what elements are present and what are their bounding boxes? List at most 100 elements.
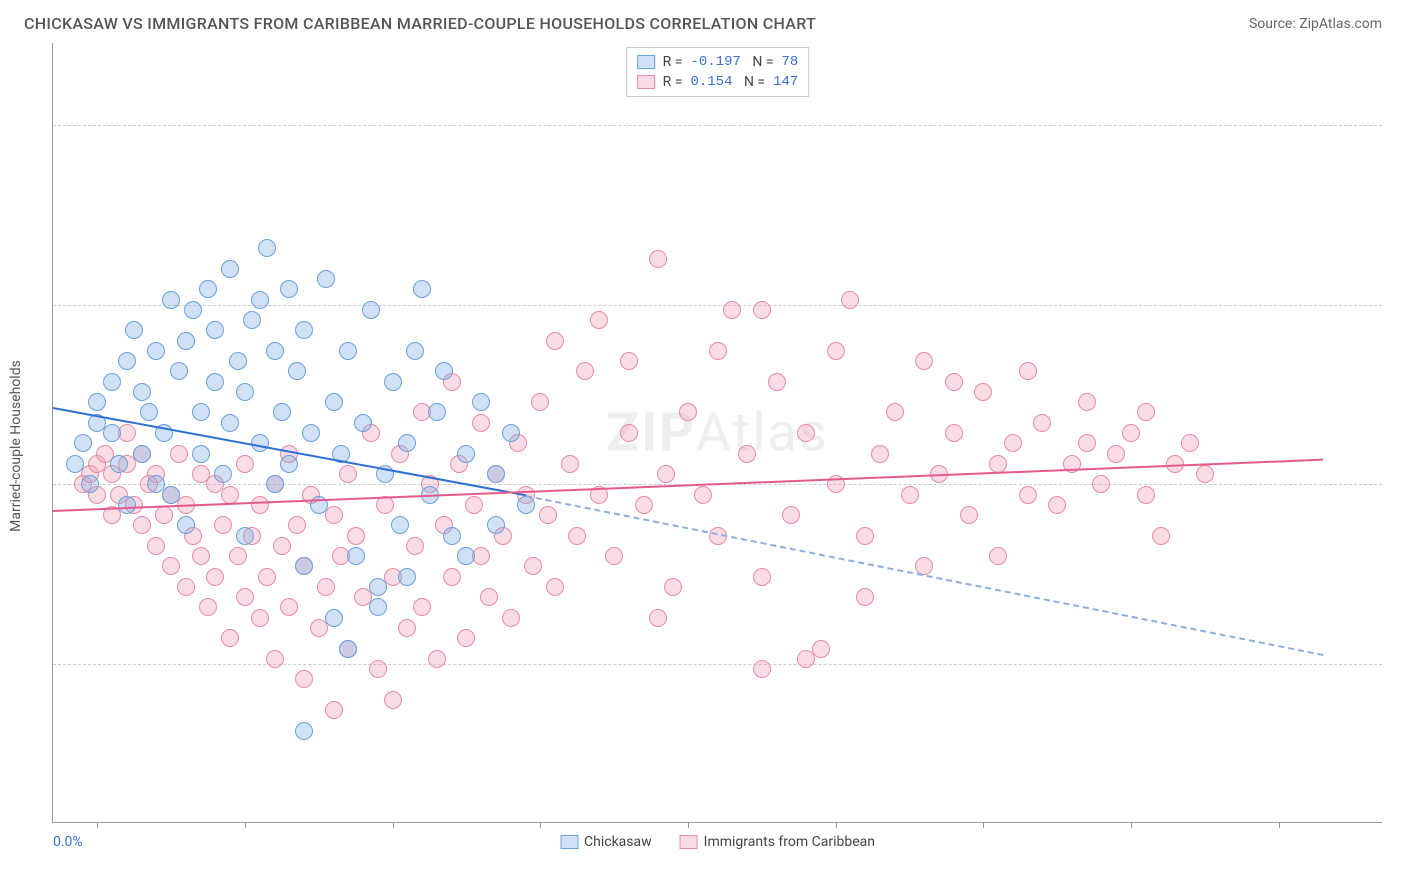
- scatter-point-b: [797, 424, 815, 442]
- scatter-point-b: [886, 403, 904, 421]
- scatter-point-a: [170, 362, 188, 380]
- scatter-point-a: [487, 516, 505, 534]
- scatter-point-b: [901, 486, 919, 504]
- scatter-point-a: [110, 455, 128, 473]
- scatter-plot: ZIPAtlas R = -0.197 N = 78 R = 0.154 N =…: [52, 43, 1382, 823]
- scatter-point-b: [457, 629, 475, 647]
- scatter-point-b: [753, 301, 771, 319]
- scatter-point-b: [709, 342, 727, 360]
- stat-r-a: -0.197: [690, 54, 740, 70]
- scatter-point-b: [236, 455, 254, 473]
- scatter-point-a: [428, 403, 446, 421]
- y-tick-label: 27.5%: [1388, 656, 1406, 672]
- scatter-point-b: [1137, 403, 1155, 421]
- scatter-point-a: [192, 403, 210, 421]
- x-axis-max: 80.0%: [1388, 834, 1406, 850]
- bottom-legend: Chickasaw Immigrants from Caribbean: [560, 834, 875, 850]
- scatter-point-b: [325, 701, 343, 719]
- scatter-point-b: [1196, 465, 1214, 483]
- scatter-point-a: [457, 547, 475, 565]
- scatter-point-b: [723, 301, 741, 319]
- x-axis-min: 0.0%: [53, 834, 83, 850]
- scatter-point-b: [974, 383, 992, 401]
- scatter-point-a: [214, 465, 232, 483]
- x-tick: [393, 822, 394, 828]
- scatter-point-a: [339, 342, 357, 360]
- scatter-point-b: [384, 691, 402, 709]
- gridline-h: [53, 125, 1382, 126]
- scatter-point-a: [236, 383, 254, 401]
- scatter-point-b: [1078, 393, 1096, 411]
- scatter-point-a: [162, 486, 180, 504]
- scatter-point-b: [428, 650, 446, 668]
- scatter-point-a: [354, 414, 372, 432]
- scatter-point-b: [620, 424, 638, 442]
- scatter-point-b: [945, 424, 963, 442]
- scatter-point-a: [88, 393, 106, 411]
- scatter-point-b: [768, 373, 786, 391]
- scatter-point-a: [317, 270, 335, 288]
- scatter-point-b: [576, 362, 594, 380]
- scatter-point-b: [664, 578, 682, 596]
- scatter-point-b: [546, 578, 564, 596]
- scatter-point-b: [280, 598, 298, 616]
- scatter-point-b: [199, 598, 217, 616]
- scatter-point-b: [561, 455, 579, 473]
- scatter-point-a: [288, 362, 306, 380]
- scatter-point-a: [258, 239, 276, 257]
- scatter-point-b: [546, 332, 564, 350]
- scatter-point-a: [184, 301, 202, 319]
- source-value: ZipAtlas.com: [1299, 16, 1382, 32]
- scatter-point-b: [1019, 362, 1037, 380]
- scatter-point-a: [443, 527, 461, 545]
- stat-n-label-b: N =: [740, 74, 765, 90]
- stat-r-b: 0.154: [690, 74, 732, 90]
- scatter-point-b: [694, 486, 712, 504]
- source-label: Source:: [1249, 16, 1296, 32]
- scatter-point-b: [568, 527, 586, 545]
- scatter-point-b: [229, 547, 247, 565]
- scatter-point-b: [531, 393, 549, 411]
- scatter-point-b: [502, 609, 520, 627]
- legend-label-a: Chickasaw: [584, 834, 652, 850]
- scatter-point-b: [945, 373, 963, 391]
- scatter-point-b: [1137, 486, 1155, 504]
- gridline-h: [53, 664, 1382, 665]
- legend-item-a: Chickasaw: [560, 834, 652, 850]
- scatter-point-a: [369, 598, 387, 616]
- scatter-point-b: [1048, 496, 1066, 514]
- swatch-b-icon: [637, 75, 655, 89]
- scatter-point-a: [206, 373, 224, 391]
- scatter-point-a: [384, 373, 402, 391]
- scatter-point-b: [273, 537, 291, 555]
- stat-n-a: 78: [782, 54, 799, 70]
- scatter-point-a: [339, 640, 357, 658]
- legend-swatch-a-icon: [560, 835, 578, 849]
- x-tick: [1131, 822, 1132, 828]
- scatter-point-a: [398, 568, 416, 586]
- x-tick: [983, 822, 984, 828]
- scatter-point-a: [487, 465, 505, 483]
- scatter-point-a: [302, 424, 320, 442]
- x-tick: [540, 822, 541, 828]
- scatter-point-b: [871, 445, 889, 463]
- stat-r-label: R =: [663, 54, 683, 70]
- scatter-point-b: [1019, 486, 1037, 504]
- scatter-point-a: [266, 342, 284, 360]
- scatter-point-a: [81, 475, 99, 493]
- scatter-point-b: [620, 352, 638, 370]
- scatter-point-a: [199, 280, 217, 298]
- legend-item-b: Immigrants from Caribbean: [680, 834, 875, 850]
- scatter-point-b: [635, 496, 653, 514]
- scatter-point-a: [273, 403, 291, 421]
- scatter-point-a: [229, 352, 247, 370]
- scatter-point-b: [989, 547, 1007, 565]
- y-tick-label: 62.5%: [1388, 297, 1406, 313]
- scatter-point-b: [347, 527, 365, 545]
- scatter-point-b: [266, 650, 284, 668]
- scatter-point-a: [221, 260, 239, 278]
- scatter-point-b: [797, 650, 815, 668]
- trend-line: [53, 407, 526, 496]
- scatter-point-b: [827, 342, 845, 360]
- scatter-point-a: [362, 301, 380, 319]
